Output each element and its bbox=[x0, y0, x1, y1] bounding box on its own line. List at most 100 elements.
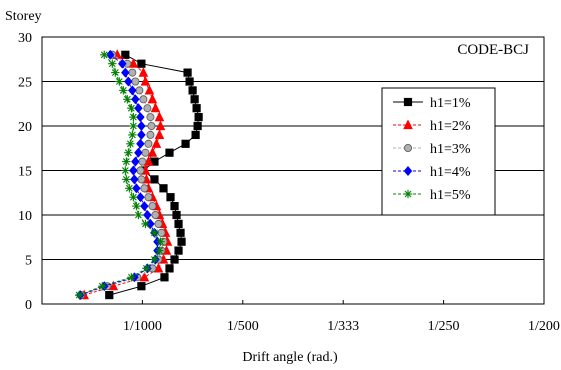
data-point bbox=[136, 166, 145, 175]
series-line bbox=[80, 54, 158, 296]
data-point bbox=[154, 219, 163, 228]
legend-entry: h1=2% bbox=[393, 119, 471, 134]
y-tick-label: 20 bbox=[18, 120, 32, 135]
data-point bbox=[137, 175, 146, 184]
data-point bbox=[135, 86, 144, 95]
data-point bbox=[155, 246, 164, 255]
series-group bbox=[74, 49, 203, 301]
data-point bbox=[122, 175, 131, 184]
data-point bbox=[172, 210, 181, 220]
data-point bbox=[150, 102, 161, 113]
data-point bbox=[192, 104, 201, 113]
x-tick-label: 1/333 bbox=[327, 319, 359, 334]
data-point bbox=[119, 86, 128, 95]
data-point bbox=[160, 273, 169, 282]
data-point bbox=[98, 282, 107, 291]
legend-entry: h1=5% bbox=[393, 188, 471, 203]
x-tick-label: 1/1000 bbox=[123, 319, 162, 334]
data-point bbox=[132, 183, 141, 194]
data-point bbox=[127, 273, 136, 282]
data-point bbox=[136, 112, 145, 123]
legend-label: h1=3% bbox=[430, 142, 471, 157]
data-point bbox=[139, 271, 150, 282]
data-point bbox=[185, 77, 194, 86]
data-point bbox=[129, 165, 138, 176]
data-point bbox=[170, 202, 179, 211]
data-point bbox=[74, 290, 84, 300]
data-point bbox=[111, 68, 120, 77]
x-tick-labels: 1/1000 1/500 1/333 1/250 1/200 bbox=[123, 300, 560, 334]
data-point bbox=[125, 184, 134, 193]
y-tick-label: 30 bbox=[18, 31, 32, 46]
data-point bbox=[151, 210, 160, 219]
data-point bbox=[176, 228, 185, 237]
data-point bbox=[126, 139, 135, 148]
data-point bbox=[140, 184, 149, 193]
y-axis-title: Storey bbox=[5, 9, 42, 24]
data-point bbox=[148, 202, 157, 211]
data-point bbox=[118, 58, 127, 69]
data-point bbox=[134, 103, 143, 114]
data-point bbox=[154, 111, 165, 122]
data-point bbox=[150, 255, 159, 264]
data-point bbox=[134, 210, 143, 220]
legend-label: h1=2% bbox=[430, 119, 471, 134]
x-tick-label: 1/250 bbox=[428, 319, 460, 334]
legend-label: h1=1% bbox=[430, 96, 471, 111]
data-point bbox=[137, 121, 146, 131]
plot-area-frame bbox=[41, 36, 545, 305]
data-point bbox=[121, 166, 130, 175]
data-point bbox=[115, 77, 124, 86]
data-point bbox=[134, 147, 143, 158]
data-point bbox=[137, 282, 146, 291]
legend-label: h1=4% bbox=[430, 165, 471, 180]
data-point bbox=[174, 219, 183, 229]
data-point bbox=[137, 59, 146, 68]
data-point bbox=[159, 184, 168, 193]
data-point bbox=[138, 157, 147, 166]
data-point bbox=[157, 228, 166, 237]
data-point bbox=[150, 228, 159, 237]
legend-entry: h1=4% bbox=[393, 165, 471, 180]
x-axis-title: Drift angle (rad.) bbox=[242, 350, 338, 365]
y-tick-labels: 0 5 10 15 20 25 30 bbox=[18, 31, 32, 313]
data-point bbox=[188, 86, 197, 95]
data-point bbox=[100, 50, 109, 59]
data-point bbox=[166, 193, 175, 202]
legend: h1=1% h1=2% h1=3% h1=4% h1=5% bbox=[381, 87, 496, 216]
data-point bbox=[144, 193, 153, 202]
data-point bbox=[174, 246, 183, 255]
y-tick-label: 25 bbox=[18, 76, 32, 91]
data-point bbox=[108, 280, 119, 291]
data-point bbox=[151, 138, 162, 148]
series-line bbox=[109, 54, 200, 296]
data-point bbox=[124, 76, 133, 87]
data-point bbox=[191, 130, 200, 140]
x-tick-label: 1/500 bbox=[227, 319, 259, 334]
y-tick-label: 10 bbox=[18, 209, 32, 224]
data-point bbox=[121, 67, 130, 78]
data-point bbox=[140, 201, 149, 212]
legend-marker bbox=[403, 97, 413, 107]
legend-marker bbox=[403, 119, 413, 130]
data-point bbox=[108, 59, 117, 68]
legend-marker bbox=[403, 166, 413, 176]
data-point bbox=[147, 122, 156, 131]
y-tick-label: 15 bbox=[18, 165, 32, 180]
data-point bbox=[137, 129, 146, 140]
data-point bbox=[144, 139, 153, 148]
data-point bbox=[170, 255, 179, 264]
legend-entry: h1=1% bbox=[393, 96, 471, 111]
data-point bbox=[129, 121, 138, 131]
data-point bbox=[165, 148, 174, 157]
data-point bbox=[142, 264, 151, 273]
data-point bbox=[131, 156, 140, 167]
data-point bbox=[190, 95, 199, 104]
data-point bbox=[131, 77, 140, 86]
data-point bbox=[177, 237, 186, 246]
data-point bbox=[140, 75, 151, 86]
data-point bbox=[155, 120, 166, 131]
data-point bbox=[129, 193, 138, 202]
data-point bbox=[124, 148, 133, 157]
